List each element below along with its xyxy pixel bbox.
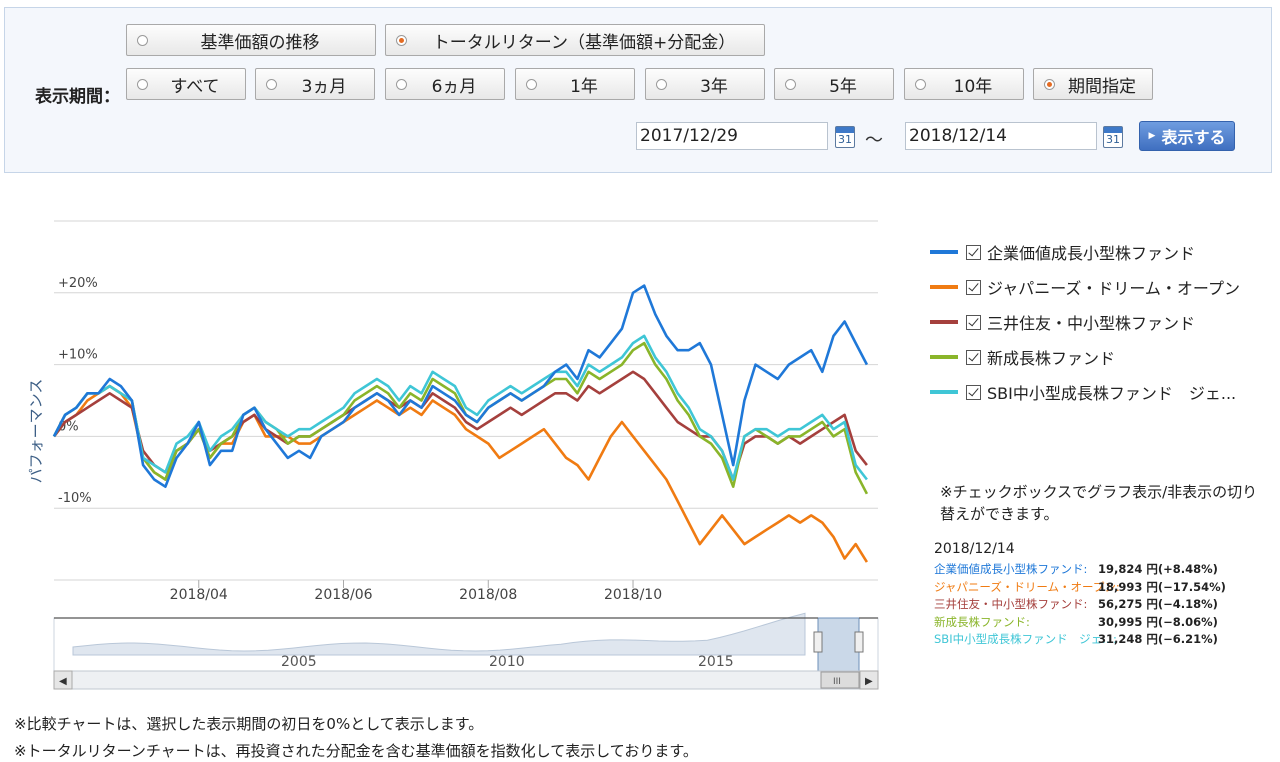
tooltip-value: 56,275 円(−4.18%) — [1098, 597, 1218, 611]
radio-icon — [266, 79, 277, 90]
radio-icon — [526, 79, 537, 90]
radio-icon — [785, 79, 796, 90]
legend-item[interactable]: SBI中小型成長株ファンド ジェ... — [930, 380, 1236, 404]
note-line: ※比較チャートは、選択した表示期間の初日を0%として表示します。 — [14, 715, 484, 733]
legend-swatch — [930, 355, 958, 359]
navigator-right-handle[interactable] — [854, 631, 864, 653]
radio-icon — [137, 79, 148, 90]
start-date-input[interactable] — [636, 122, 828, 150]
chart-type-nav-button[interactable]: 基準価額の推移 — [126, 24, 376, 56]
tooltip-date: 2018/12/14 — [934, 541, 1015, 557]
end-date-input[interactable] — [905, 122, 1097, 150]
radio-icon — [656, 79, 667, 90]
performance-chart: +20%+10%0%-10% 2018/04 2018/06 2018/08 2018… — [27, 220, 879, 690]
legend-swatch — [930, 390, 958, 394]
legend-note: ※チェックボックスでグラフ表示/非表示の切り替えができます。 — [940, 483, 1258, 523]
legend-item[interactable]: 新成長株ファンド — [930, 345, 1115, 369]
x-tick-label: 2018/04 — [170, 587, 228, 603]
y-axis-label: パフォーマンス — [27, 379, 45, 484]
series-line — [52, 341, 869, 495]
radio-icon — [396, 79, 407, 90]
x-tick-label: 2018/06 — [314, 587, 372, 603]
period-custom-button[interactable]: 期間指定 — [1033, 68, 1153, 100]
tooltip-value: 19,824 円(+8.48%) — [1098, 562, 1218, 576]
tooltip-series-name: SBI中小型成長株ファンド ジェ...: — [934, 632, 1117, 646]
tooltip-value: 31,248 円(−6.21%) — [1098, 632, 1218, 646]
series-checkbox[interactable] — [966, 349, 981, 365]
note-line: ※トータルリターンチャートは、再投資された分配金を含む基準価額を指数化して表示し… — [14, 742, 698, 760]
series-checkbox[interactable] — [966, 314, 981, 330]
period-3y-button[interactable]: 3年 — [645, 68, 765, 100]
legend-swatch — [930, 320, 958, 324]
period-3m-button[interactable]: 3ヵ月 — [255, 68, 375, 100]
x-tick-label: 2018/10 — [604, 587, 662, 603]
radio-icon — [915, 79, 926, 90]
calendar-icon[interactable]: 31 — [1103, 126, 1123, 148]
series-checkbox[interactable] — [966, 279, 981, 295]
legend-label: SBI中小型成長株ファンド ジェ... — [987, 384, 1237, 403]
navigator-area — [72, 612, 806, 656]
show-button[interactable]: ▶ 表示する — [1139, 121, 1235, 151]
radio-icon — [137, 35, 148, 46]
legend-item[interactable]: ジャパニーズ・ドリーム・オープン — [930, 275, 1240, 299]
tooltip-value: 30,995 円(−8.06%) — [1098, 614, 1218, 629]
navigator-selection[interactable] — [817, 617, 860, 675]
navigator-label: 2015 — [698, 654, 734, 670]
period-1y-button[interactable]: 1年 — [515, 68, 635, 100]
tooltip-series-name: ジャパニーズ・ドリーム・オープン: — [934, 579, 1120, 594]
navigator-label: 2010 — [489, 654, 525, 670]
scrollbar-thumb[interactable] — [820, 671, 860, 689]
radio-icon — [1044, 79, 1055, 90]
series-checkbox[interactable] — [966, 384, 981, 400]
legend-item[interactable]: 企業価値成長小型株ファンド — [930, 240, 1195, 264]
tooltip-value: 18,993 円(−17.54%) — [1098, 579, 1226, 594]
date-range-separator: ～ — [865, 130, 883, 151]
legend-label: 新成長株ファンド — [987, 349, 1116, 368]
series-line — [52, 334, 868, 481]
navigator-label: 2005 — [281, 654, 317, 670]
scroll-right-icon: ▶ — [865, 676, 873, 687]
period-label: 表示期間： — [35, 87, 120, 107]
tooltip-series-name: 三井住友・中小型株ファンド: — [934, 597, 1088, 611]
series-line — [52, 284, 869, 488]
legend-swatch — [930, 250, 958, 254]
navigator-left-handle[interactable] — [813, 631, 823, 653]
calendar-icon[interactable]: 31 — [835, 126, 855, 148]
x-tick-label: 2018/08 — [459, 587, 517, 603]
range-navigator[interactable]: 2005 2010 2015 — [53, 612, 879, 675]
legend-label: 三井住友・中小型株ファンド — [987, 314, 1196, 333]
legend-swatch — [930, 285, 958, 289]
series-checkbox[interactable] — [966, 244, 981, 260]
tooltip-series-name: 新成長株ファンド: — [934, 614, 1030, 629]
legend-label: ジャパニーズ・ドリーム・オープン — [987, 279, 1240, 298]
period-6m-button[interactable]: 6ヵ月 — [385, 68, 505, 100]
period-5y-button[interactable]: 5年 — [774, 68, 894, 100]
legend-label: 企業価値成長小型株ファンド — [987, 244, 1196, 263]
tooltip-series-name: 企業価値成長小型株ファンド: — [934, 562, 1088, 576]
scrollbar[interactable]: ◀ III ▶ — [53, 670, 879, 690]
y-tick-label: +20% — [58, 276, 98, 291]
period-all-button[interactable]: すべて — [126, 68, 246, 100]
series-line — [52, 384, 869, 563]
radio-icon — [396, 35, 407, 46]
scroll-left-icon: ◀ — [59, 676, 67, 687]
legend-item[interactable]: 三井住友・中小型株ファンド — [930, 310, 1195, 334]
scroll-left-button[interactable] — [53, 670, 73, 690]
y-tick-label: +10% — [58, 348, 98, 363]
chart-type-total-return-button[interactable]: トータルリターン（基準価額+分配金） — [385, 24, 765, 56]
scroll-right-button[interactable] — [859, 670, 879, 690]
control-panel: 基準価額の推移 トータルリターン（基準価額+分配金） 表示期間： すべて 3ヵ月… — [4, 7, 1272, 173]
play-icon: ▶ — [1148, 131, 1156, 141]
period-10y-button[interactable]: 10年 — [904, 68, 1024, 100]
series-line — [52, 370, 868, 481]
y-tick-label: -10% — [58, 491, 92, 506]
scrollbar-grip: III — [833, 677, 841, 687]
